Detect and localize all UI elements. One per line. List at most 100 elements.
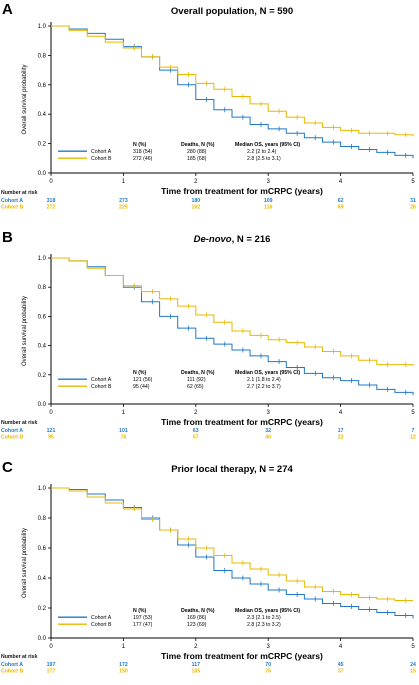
panel-c-legend-header-median: Median OS, years (95% CI)	[235, 608, 300, 614]
panel-c-legend-cohort-a-name: Cohort A	[91, 615, 112, 621]
panel-a-ytick-label: 0.0	[38, 171, 47, 177]
panel-b-legend-cohort-a-median: 2.1 (1.8 to 2.4)	[247, 377, 281, 383]
panel-c-risk-cohort-b-value: 76	[265, 669, 271, 675]
panel-b-title: De-novo, N = 216	[194, 234, 271, 245]
panel-c-xlabel: Time from treatment for mCRPC (years)	[161, 651, 323, 661]
panel-c-risk-cohort-a-value: 117	[192, 662, 200, 668]
panel-a-legend-cohort-b-name: Cohort B	[91, 156, 112, 162]
panel-b-risk-cohort-a-value: 32	[265, 428, 271, 434]
panel-a-title: Overall population, N = 590	[171, 6, 293, 17]
panel-c-ytick-label: 0.6	[38, 546, 47, 552]
panel-c-xtick-label: 1	[122, 644, 126, 650]
panel-a-xtick-label: 0	[49, 179, 53, 185]
panel-c-legend-cohort-b-name: Cohort B	[91, 622, 112, 628]
panel-b-risk-cohort-a-value: 101	[119, 428, 128, 434]
panel-c-legend-cohort-b-n: 177 (47)	[133, 622, 153, 628]
panel-c-risk-label: Number at risk	[1, 654, 37, 660]
panel-b-ytick-label: 0.8	[38, 285, 47, 291]
panel-a-ytick-label: 0.8	[38, 53, 47, 59]
panel-a-risk-cohort-b-value: 272	[47, 205, 56, 211]
panel-a-legend-cohort-a-median: 2.2 (2 to 2.4)	[247, 149, 277, 155]
panel-a-risk-cohort-a-name: Cohort A	[1, 198, 23, 204]
panel-a-risk-cohort-b-name: Cohort B	[1, 205, 23, 211]
panel-a-xtick-label: 3	[267, 179, 271, 185]
panel-b-risk-cohort-b-value: 95	[48, 435, 54, 441]
panel-b-legend-cohort-a-name: Cohort A	[91, 377, 112, 383]
panel-c-risk-cohort-a-value: 45	[338, 662, 344, 668]
panel-a-risk-cohort-b-value: 26	[410, 205, 416, 211]
panel-a-risk-cohort-a-value: 62	[338, 198, 344, 204]
panel-a-risk-cohort-b-value: 162	[191, 205, 200, 211]
panel-a-legend-cohort-b-deaths: 185 (68)	[187, 156, 207, 162]
panel-b-risk-cohort-b-value: 12	[410, 435, 416, 441]
panel-a-ytick-label: 1.0	[38, 24, 47, 30]
panel-a-legend-header-median: Median OS, years (95% CI)	[235, 142, 300, 148]
panel-a-legend-cohort-a-deaths: 280 (88)	[187, 149, 207, 155]
panel-a-legend-cohort-a-n: 318 (54)	[133, 149, 153, 155]
panel-c-risk-cohort-b-value: 15	[410, 669, 416, 675]
panel-a-risk-cohort-a-value: 31	[410, 198, 416, 204]
panel-b-xlabel: Time from treatment for mCRPC (years)	[161, 417, 323, 427]
panel-a-cohort-b-curve	[51, 25, 414, 137]
panel-b-xtick-label: 5	[411, 410, 415, 416]
panel-c-risk-cohort-b-value: 105	[191, 669, 200, 675]
panel-a-legend-header-n: N (%)	[133, 142, 147, 148]
panel-b-risk-cohort-b-value: 22	[338, 435, 344, 441]
panel-c-risk-cohort-a-value: 172	[119, 662, 128, 668]
panel-b-legend-cohort-a-n: 121 (56)	[133, 377, 153, 383]
panel-a-risk-cohort-a-value: 109	[264, 198, 273, 204]
panel-b-xtick-label: 0	[49, 410, 53, 416]
panel-c-risk-cohort-a-value: 197	[47, 662, 56, 668]
panel-b-ytick-label: 0.2	[38, 373, 47, 379]
panel-b-risk-cohort-b-value: 76	[121, 435, 127, 441]
panel-b-risk-cohort-b-name: Cohort B	[1, 435, 23, 441]
panel-b-ytick-label: 0.4	[38, 344, 47, 350]
panel-c-risk-cohort-b-name: Cohort B	[1, 669, 23, 675]
panel-c-title: Prior local therapy, N = 274	[171, 464, 293, 475]
panel-a-risk-cohort-b-value: 116	[264, 205, 272, 211]
panel-c-ylabel: Overall survival probability	[22, 528, 28, 598]
panel-a-risk-cohort-a-value: 318	[47, 198, 56, 204]
panel-b-ytick-label: 0.6	[38, 314, 47, 320]
panel-b-legend-cohort-b-median: 2.7 (2.2 to 3.7)	[247, 384, 281, 390]
panel-a-ylabel: Overall survival probability	[22, 64, 28, 134]
panel-a-legend-cohort-b-median: 2.8 (2.5 to 3.1)	[247, 156, 281, 162]
panel-c-ytick-label: 0.0	[38, 636, 47, 642]
panel-b-risk-cohort-a-value: 7	[412, 428, 415, 434]
panel-a-risk-cohort-a-value: 180	[191, 198, 200, 204]
panel-a-xtick-label: 2	[194, 179, 198, 185]
panel-b-legend-cohort-b-name: Cohort B	[91, 384, 112, 390]
panel-b-xtick-label: 2	[194, 410, 198, 416]
panel-a-xtick-label: 1	[122, 179, 126, 185]
panel-a-risk-label: Number at risk	[1, 190, 37, 196]
panel-c-legend-header-deaths: Deaths, N (%)	[181, 608, 215, 614]
panel-b-legend-cohort-b-deaths: 62 (65)	[187, 384, 204, 390]
panel-b-letter: B	[2, 229, 13, 246]
panel-c-risk-cohort-a-name: Cohort A	[1, 662, 23, 668]
panel-a-ytick-label: 0.4	[38, 112, 47, 118]
panel-a-legend-header-deaths: Deaths, N (%)	[181, 142, 215, 148]
panel-a-risk-cohort-b-value: 69	[338, 205, 344, 211]
panel-b-legend-header-deaths: Deaths, N (%)	[181, 370, 215, 376]
panel-c-legend-cohort-a-deaths: 169 (86)	[187, 615, 207, 621]
panel-c-ytick-label: 0.2	[38, 606, 47, 612]
panel-b-risk-cohort-a-value: 17	[338, 428, 344, 434]
panel-c-ytick-label: 1.0	[38, 486, 47, 492]
panel-b-legend-header-median: Median OS, years (95% CI)	[235, 370, 300, 376]
panel-b-legend-cohort-b-n: 95 (44)	[133, 384, 150, 390]
panel-b-risk-cohort-b-value: 57	[193, 435, 199, 441]
panel-c-risk-cohort-b-value: 37	[338, 669, 344, 675]
panel-a-xlabel: Time from treatment for mCRPC (years)	[161, 186, 323, 196]
panel-c-xtick-label: 3	[267, 644, 271, 650]
panel-c-risk-cohort-a-value: 24	[410, 662, 416, 668]
panel-b-legend-cohort-a-deaths: 111 (92)	[187, 377, 206, 383]
panel-b-ytick-label: 1.0	[38, 256, 47, 262]
panel-b-xtick-label: 4	[339, 410, 343, 416]
panel-a-legend-cohort-b-n: 272 (46)	[133, 156, 153, 162]
panel-c-legend-header-n: N (%)	[133, 608, 147, 614]
panel-c-legend-cohort-b-median: 2.8 (2.3 to 3.2)	[247, 622, 281, 628]
panel-c-ytick-label: 0.8	[38, 516, 47, 522]
panel-c-risk-cohort-b-value: 150	[119, 669, 128, 675]
panel-c-xtick-label: 5	[411, 644, 415, 650]
